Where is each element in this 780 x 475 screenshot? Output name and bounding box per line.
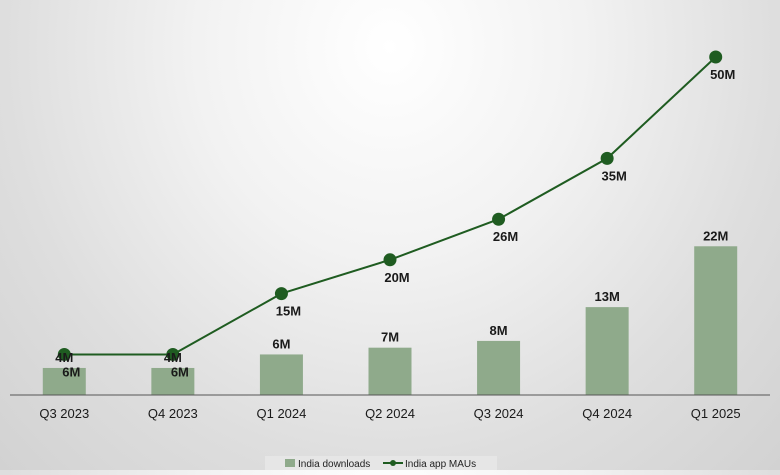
bar-value-label: 4M <box>55 350 73 365</box>
bar-q4-2023 <box>151 367 195 395</box>
mau-point-q4-2024 <box>600 151 614 165</box>
bar-value-label: 4M <box>164 350 182 365</box>
mau-value-label: 6M <box>62 364 80 379</box>
x-tick-label: Q4 2024 <box>582 406 632 421</box>
bar-value-label: 6M <box>272 336 290 351</box>
bar-value-label: 8M <box>490 323 508 338</box>
x-tick-label: Q3 2024 <box>474 406 524 421</box>
mau-value-label: 35M <box>601 168 626 183</box>
bar-q2-2024 <box>368 347 412 395</box>
mau-value-label: 6M <box>171 364 189 379</box>
legend-mau-label: India app MAUs <box>405 459 476 470</box>
mau-point-q1-2025 <box>709 50 723 64</box>
bar-q3-2024 <box>477 340 521 395</box>
bars-layer <box>42 246 738 395</box>
mau-value-label: 15M <box>276 304 301 319</box>
bar-q1-2024 <box>259 354 303 395</box>
legend-mau-marker-icon <box>390 460 396 466</box>
bar-q4-2024 <box>585 307 629 395</box>
x-tick-label: Q4 2023 <box>148 406 198 421</box>
bar-value-label: 13M <box>594 289 619 304</box>
mau-point-q3-2024 <box>492 212 506 226</box>
mau-point-q2-2024 <box>383 253 397 267</box>
mau-point-q3-2023 <box>57 347 71 361</box>
line-layer <box>57 50 723 361</box>
mau-point-q1-2024 <box>274 287 288 301</box>
mau-value-label: 26M <box>493 229 518 244</box>
mau-value-label: 50M <box>710 67 735 82</box>
bar-value-label: 22M <box>703 228 728 243</box>
legend-downloads-label: India downloads <box>298 459 370 470</box>
bar-q3-2023 <box>42 367 86 395</box>
x-tick-labels: Q3 2023 Q4 2023 Q1 2024 Q2 2024 Q3 2024 Q4 20… <box>39 406 740 421</box>
x-tick-label: Q1 2025 <box>691 406 741 421</box>
legend[interactable]: India downloads India app MAUs <box>265 456 497 470</box>
bar-value-label: 7M <box>381 330 399 345</box>
legend-background <box>265 456 497 470</box>
x-tick-label: Q1 2024 <box>256 406 306 421</box>
mau-value-label: 20M <box>384 270 409 285</box>
x-tick-label: Q3 2023 <box>39 406 89 421</box>
legend-downloads-swatch <box>285 459 295 467</box>
bar-q1-2025 <box>694 246 738 395</box>
mau-point-q4-2023 <box>166 347 180 361</box>
x-tick-label: Q2 2024 <box>365 406 415 421</box>
